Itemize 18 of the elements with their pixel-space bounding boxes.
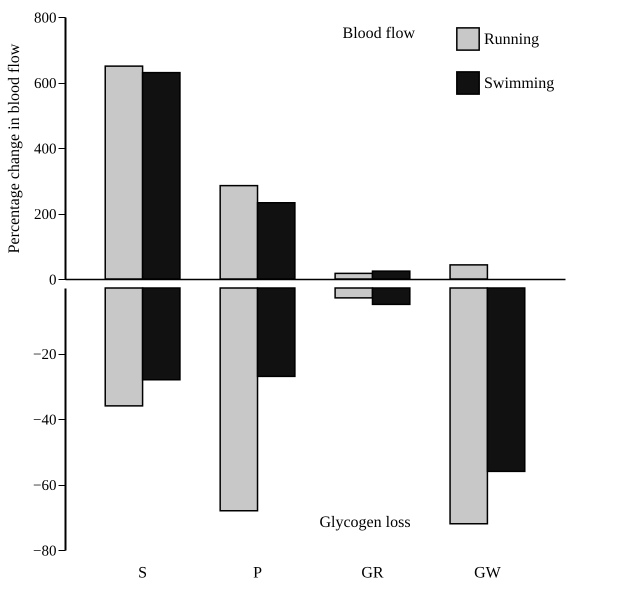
y-tick-label: −20 bbox=[33, 347, 56, 363]
y-tick-label: 400 bbox=[34, 142, 56, 158]
y-axis-title: Percentage change in blood flow bbox=[6, 43, 23, 254]
y-tick-label: 200 bbox=[34, 207, 56, 223]
annotation: Blood flow bbox=[342, 25, 416, 42]
x-tick-label: P bbox=[253, 564, 262, 582]
legend-label: Swimming bbox=[484, 75, 554, 92]
y-tick-label: −40 bbox=[33, 412, 56, 428]
y-tick-label: 800 bbox=[34, 10, 56, 26]
legend-label: Running bbox=[484, 31, 540, 48]
x-tick-label: GR bbox=[361, 564, 384, 582]
y-tick-label: 600 bbox=[34, 76, 56, 92]
x-tick-label: GW bbox=[474, 564, 502, 582]
y-tick-label: −60 bbox=[33, 478, 56, 494]
x-tick-label: S bbox=[138, 564, 148, 582]
y-tick-label: 0 bbox=[49, 272, 56, 288]
annotation: Glycogen loss bbox=[319, 514, 411, 531]
y-tick-label: −80 bbox=[33, 544, 56, 560]
